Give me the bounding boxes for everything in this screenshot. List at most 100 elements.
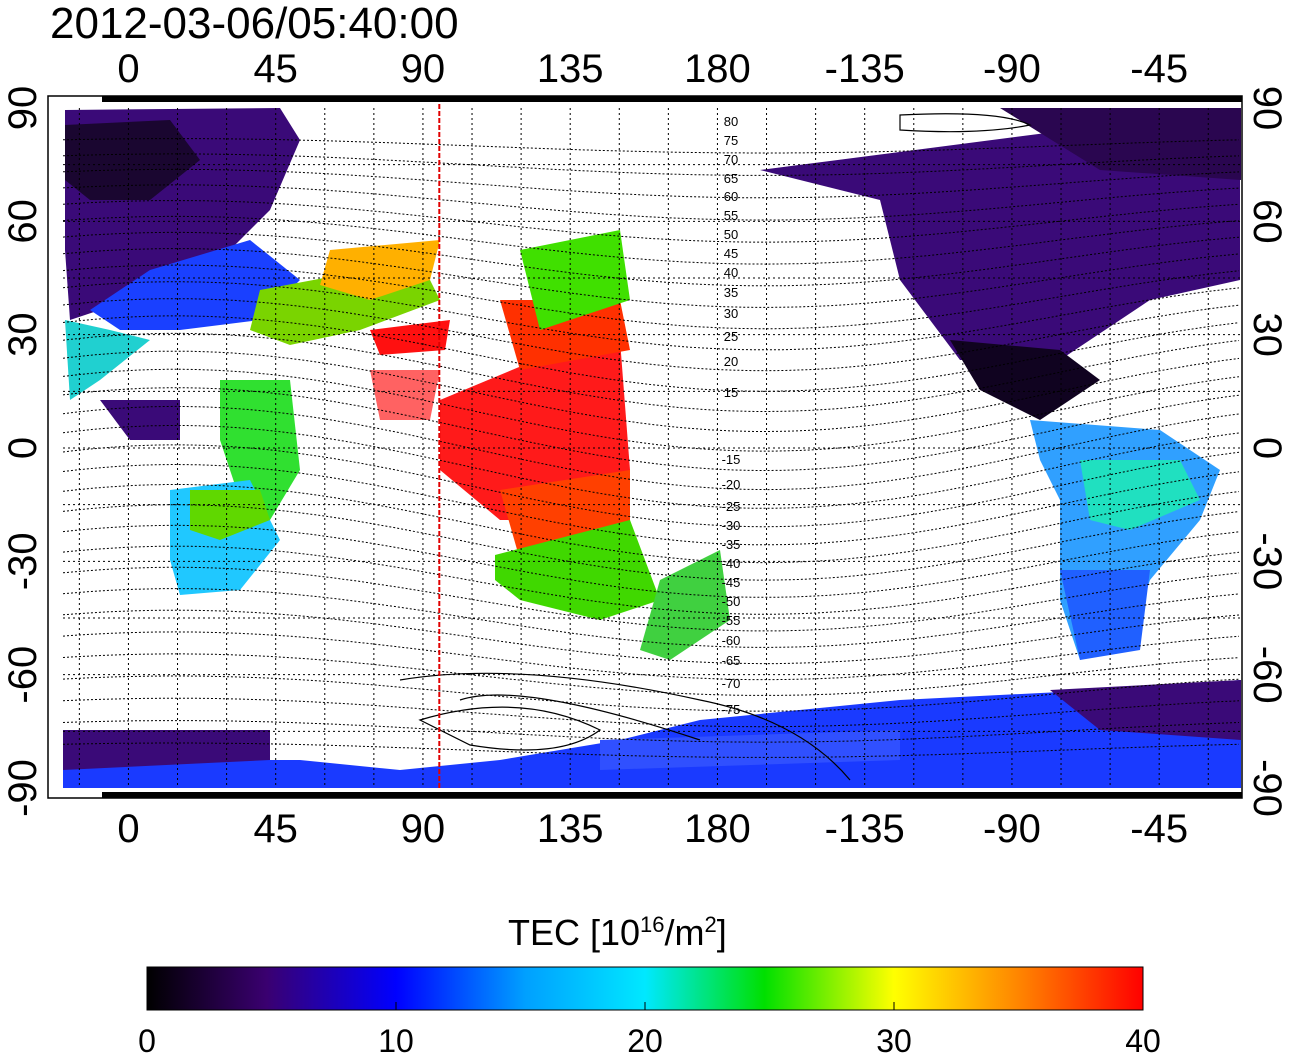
- right-tick-label: 90: [1245, 86, 1289, 131]
- contour-labels: 80 75 70 65 60 55 50 45 40 35 30 25 20 15 -15 -20 -25 -30…: [722, 114, 741, 717]
- colorbar-title-end: ]: [716, 912, 727, 953]
- tec-region-south-america-south: [1060, 570, 1150, 660]
- contour-label: -35: [722, 537, 741, 552]
- map-title: 2012-03-06/05:40:00: [50, 0, 459, 48]
- top-longitude-axis: 0 45 90 135 180 -135 -90 -45: [117, 47, 1188, 91]
- tec-region-antarctica-light: [600, 730, 900, 770]
- contour-label: -50: [722, 594, 741, 609]
- contour-label: 80: [724, 114, 738, 129]
- contour-label: 45: [724, 246, 738, 261]
- left-tick-label: -30: [1, 532, 45, 590]
- right-tick-label: -30: [1245, 532, 1289, 590]
- colorbar-tick-label: 30: [876, 1023, 912, 1057]
- bottom-tick-label: -135: [825, 807, 905, 851]
- colorbar-tick-label: 20: [627, 1023, 663, 1057]
- contour-label: 55: [724, 208, 738, 223]
- tec-region-antarctica: [63, 680, 1241, 788]
- top-tick-label: 45: [253, 47, 298, 91]
- magnetic-contour: [63, 264, 1240, 330]
- colorbar-tick-label: 40: [1125, 1023, 1161, 1057]
- left-latitude-axis: 90 60 30 0 -30 -60 -90: [1, 86, 45, 817]
- top-tick-label: -45: [1130, 47, 1188, 91]
- magnetic-contour: [63, 387, 1240, 471]
- magnetic-contour: [63, 315, 1240, 392]
- tec-region-japan: [520, 230, 630, 330]
- right-latitude-axis: 90 60 30 0 -30 -60 -90: [1245, 86, 1289, 817]
- magnetic-contour: [63, 231, 1240, 287]
- colorbar-title-exp2: 2: [704, 912, 717, 937]
- contour-label: -70: [722, 676, 741, 691]
- top-tick-label: 135: [537, 47, 604, 91]
- colorbar-ticks: 0 10 20 30 40: [138, 1002, 1161, 1057]
- contour-label: 40: [724, 265, 738, 280]
- contour-label: 30: [724, 306, 738, 321]
- top-tick-label: 180: [684, 47, 751, 91]
- contour-label: -30: [722, 518, 741, 533]
- map-top-border-bar: [102, 96, 1242, 102]
- tec-data-layer: [63, 108, 1241, 788]
- bottom-tick-label: 0: [117, 807, 139, 851]
- left-tick-label: -60: [1, 646, 45, 704]
- contour-label: -45: [722, 575, 741, 590]
- contour-label: -40: [722, 556, 741, 571]
- tec-region-antarctica-purple: [63, 730, 270, 770]
- tec-region-africa-south-green: [190, 490, 270, 540]
- contour-label: 50: [724, 227, 738, 242]
- magnetic-contour: [63, 248, 1240, 308]
- contour-label: 60: [724, 189, 738, 204]
- bottom-tick-label: 135: [537, 807, 604, 851]
- tec-region-newzealand: [640, 550, 730, 660]
- magnetic-contour: [63, 545, 1240, 615]
- bottom-tick-label: -90: [983, 807, 1041, 851]
- magnetic-contour: [63, 504, 1240, 581]
- contour-label: 75: [724, 133, 738, 148]
- right-tick-label: -90: [1245, 759, 1289, 817]
- magnetic-latitude-contours: [63, 138, 1240, 758]
- magnetic-contour: [63, 524, 1240, 598]
- tec-region-arctic: [1000, 108, 1241, 180]
- magnetic-contour: [63, 281, 1240, 351]
- left-tick-label: 0: [1, 437, 45, 459]
- tec-region-sumatra-red: [370, 370, 440, 420]
- top-tick-label: -90: [983, 47, 1041, 91]
- bottom-tick-label: -45: [1130, 807, 1188, 851]
- magnetic-contour: [63, 184, 1240, 221]
- tec-region-europe-blue: [90, 240, 300, 330]
- contour-label: 25: [724, 329, 738, 344]
- magnetic-contour: [63, 425, 1240, 509]
- tec-region-india-red: [370, 320, 450, 355]
- colorbar-tick-label: 0: [138, 1023, 156, 1057]
- magnetic-contour: [63, 368, 1240, 452]
- top-tick-label: 90: [401, 47, 446, 91]
- tec-region-asia-orange: [320, 240, 440, 300]
- bottom-tick-label: 45: [253, 807, 298, 851]
- colorbar-title: TEC [1016/m2]: [508, 905, 727, 953]
- tec-region-australia: [495, 520, 660, 620]
- bottom-tick-label: 180: [684, 807, 751, 851]
- magnetic-contour: [63, 298, 1240, 372]
- magnetic-contour: [63, 609, 1240, 665]
- magnetic-contour: [63, 631, 1240, 681]
- left-tick-label: 30: [1, 312, 45, 357]
- magnetic-contour: [63, 742, 1240, 758]
- right-tick-label: -60: [1245, 646, 1289, 704]
- magnetic-contour: [63, 153, 1240, 176]
- magnetic-contour: [63, 463, 1240, 546]
- tec-region-central-america: [950, 340, 1100, 420]
- contour-label: -60: [722, 633, 741, 648]
- contour-label: -55: [722, 613, 741, 628]
- tec-region-africa-west: [100, 400, 180, 440]
- colorbar-title-main: TEC [10: [508, 912, 641, 953]
- colorbar-title-mid: /m: [664, 912, 705, 953]
- right-tick-label: 0: [1245, 437, 1289, 459]
- map-bottom-border-bar: [102, 792, 1242, 798]
- contour-label: -75: [722, 702, 741, 717]
- top-tick-label: 0: [117, 47, 139, 91]
- bottom-tick-label: 90: [401, 807, 446, 851]
- contour-label: -20: [722, 477, 741, 492]
- coastline-layer: [399, 113, 1032, 781]
- magnetic-contour: [63, 566, 1240, 632]
- magnetic-contour: [63, 653, 1240, 696]
- contour-label: 70: [724, 152, 738, 167]
